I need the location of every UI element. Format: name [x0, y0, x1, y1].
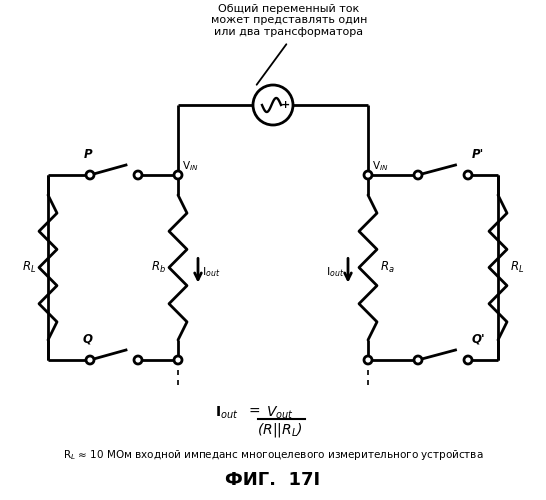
Text: (R||R$_L$): (R||R$_L$)	[257, 421, 303, 439]
Text: +: +	[281, 100, 290, 110]
Text: R$_b$: R$_b$	[151, 260, 166, 275]
Circle shape	[174, 356, 182, 364]
Circle shape	[464, 356, 472, 364]
Text: Общий переменный ток
может представлять один
или два трансформатора: Общий переменный ток может представлять …	[211, 4, 367, 37]
Text: V$_{IN}$: V$_{IN}$	[372, 159, 389, 173]
Text: R$_L$: R$_L$	[510, 260, 524, 275]
Circle shape	[364, 171, 372, 179]
Text: Q: Q	[83, 333, 93, 346]
Circle shape	[86, 171, 94, 179]
Text: R$_L$ ≈ 10 МОм входной импеданс многоцелевого измерительного устройства: R$_L$ ≈ 10 МОм входной импеданс многоцел…	[63, 448, 483, 462]
Circle shape	[134, 356, 142, 364]
Text: I$_{out}$: I$_{out}$	[202, 266, 221, 280]
Text: I$_{out}$: I$_{out}$	[215, 405, 239, 421]
Circle shape	[414, 171, 422, 179]
Text: V$_{out}$: V$_{out}$	[266, 405, 294, 421]
Text: I$_{out}$: I$_{out}$	[325, 266, 344, 280]
Text: =: =	[248, 405, 260, 419]
Circle shape	[134, 171, 142, 179]
Text: V$_{IN}$: V$_{IN}$	[182, 159, 199, 173]
Text: P: P	[84, 148, 92, 161]
Circle shape	[464, 171, 472, 179]
Circle shape	[364, 356, 372, 364]
Circle shape	[253, 85, 293, 125]
Circle shape	[86, 356, 94, 364]
Text: ФИГ.  17I: ФИГ. 17I	[225, 471, 321, 489]
Text: R$_L$: R$_L$	[22, 260, 36, 275]
Text: Q': Q'	[472, 333, 485, 346]
Text: P': P'	[472, 148, 484, 161]
Text: R$_a$: R$_a$	[380, 260, 395, 275]
Circle shape	[174, 171, 182, 179]
Circle shape	[414, 356, 422, 364]
